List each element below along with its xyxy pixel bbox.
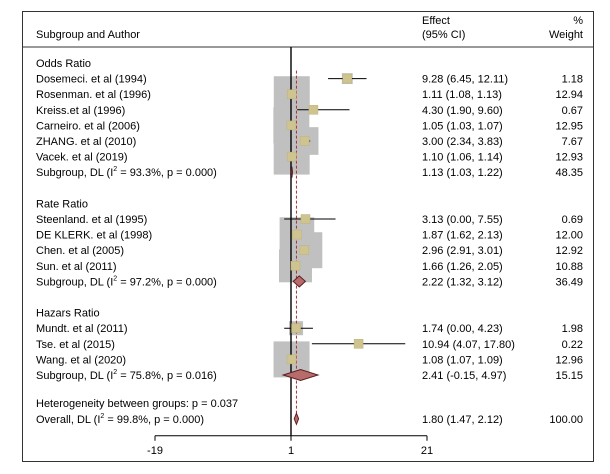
subgroup-diamond — [290, 166, 293, 178]
study-ci-text: 1.74 (0.00, 4.23) — [422, 323, 503, 335]
study-weight: 12.95 — [555, 120, 583, 132]
point-estimate — [286, 354, 297, 365]
study-ci-text: 1.66 (1.26, 2.05) — [422, 261, 503, 273]
study-label: Tse. et al (2015) — [36, 339, 115, 351]
study-weight: 1.18 — [562, 74, 583, 86]
point-estimate — [286, 120, 297, 131]
study-ci-text: 9.28 (6.45, 12.11) — [422, 74, 508, 86]
study-label: ZHANG. et al (2010) — [36, 136, 136, 148]
study-ci-text: 3.00 (2.34, 3.83) — [422, 136, 503, 148]
overall-ci-text: 1.80 (1.47, 2.12) — [422, 414, 503, 426]
study-ci-text: 10.94 (4.07, 17.80) — [422, 339, 515, 351]
point-estimate — [291, 323, 301, 333]
study-ci-text: 1.08 (1.07, 1.09) — [422, 354, 503, 366]
subgroup-diamond — [292, 275, 307, 288]
subgroup-label: Subgroup, DL (I2 = 97.2%, p = 0.000) — [36, 275, 217, 288]
study-weight: 12.96 — [555, 354, 583, 366]
study-weight: 12.94 — [555, 89, 583, 101]
group-title: Rate Ratio — [36, 198, 88, 210]
study-ci-text: 1.11 (1.08, 1.13) — [422, 89, 502, 101]
study-weight: 12.93 — [555, 152, 583, 164]
subgroup-ci-text: 2.22 (1.32, 3.12) — [422, 276, 503, 288]
study-ci-text: 2.96 (2.91, 3.01) — [422, 245, 503, 257]
study-label: Dosemeci. et al (1994) — [36, 74, 147, 86]
study-label: Chen. et al (2005) — [36, 245, 124, 257]
study-weight: 0.22 — [562, 339, 583, 351]
subgroup-ci-text: 2.41 (-0.15, 4.97) — [422, 370, 506, 382]
study-ci-text: 1.05 (1.03, 1.07) — [422, 120, 503, 132]
header-percent: % — [573, 15, 583, 27]
subgroup-ci-text: 1.13 (1.03, 1.22) — [422, 167, 503, 179]
column-headers: Subgroup and Author Effect (95% CI) % We… — [36, 15, 583, 41]
x-tick-label: -19 — [147, 445, 163, 457]
heterogeneity-text: Heterogeneity between groups: p = 0.037 — [36, 398, 238, 410]
plot-frame — [22, 11, 594, 462]
point-estimate — [299, 136, 310, 146]
point-estimate — [342, 73, 353, 84]
x-tick-label: 1 — [288, 445, 294, 457]
point-estimate — [290, 261, 301, 271]
study-label: Vacek. et al (2019) — [36, 152, 128, 164]
study-ci-text: 4.30 (1.90, 9.60) — [422, 105, 503, 117]
study-label: Steenland. et al (1995) — [36, 214, 147, 226]
overall-label: Overall, DL (I2 = 99.8%, p = 0.000) — [36, 413, 204, 426]
study-label: Sun. et al (2011) — [36, 261, 117, 273]
study-weight: 0.69 — [562, 214, 583, 226]
header-effect: Effect — [422, 15, 450, 27]
study-weight: 12.00 — [555, 230, 583, 242]
overall-diamond — [293, 411, 300, 426]
study-ci-text: 1.87 (1.62, 2.13) — [422, 230, 503, 242]
study-label: Rosenman. et al (1996) — [36, 89, 151, 101]
point-estimate — [292, 229, 302, 240]
group-title: Odds Ratio — [36, 58, 91, 70]
study-label: Wang. et al (2020) — [36, 354, 126, 366]
point-estimate — [286, 89, 297, 99]
subgroup-diamond — [281, 368, 320, 382]
subgroup-weight: 36.49 — [555, 276, 583, 288]
subgroup-label: Subgroup, DL (I2 = 93.3%, p = 0.000) — [36, 166, 217, 179]
header-subgroup: Subgroup and Author — [36, 29, 140, 41]
study-ci-text: 1.10 (1.06, 1.14) — [422, 152, 503, 164]
study-label: Carneiro. et al (2006) — [36, 120, 140, 132]
study-weight: 12.92 — [555, 245, 583, 257]
point-estimate — [353, 339, 364, 349]
point-estimate — [286, 151, 297, 162]
study-weight: 0.67 — [562, 105, 583, 117]
point-estimate — [308, 105, 319, 115]
study-weight: 10.88 — [555, 261, 583, 273]
study-label: Kreiss.et al (1996) — [36, 105, 125, 117]
overall-weight: 100.00 — [549, 414, 583, 426]
header-weight: Weight — [549, 29, 583, 41]
study-weight: 7.67 — [562, 136, 583, 148]
study-ci-text: 3.13 (0.00, 7.55) — [422, 214, 503, 226]
subgroup-weight: 15.15 — [555, 370, 583, 382]
study-label: DE KLERK. et al (1998) — [36, 230, 152, 242]
group-title: Hazars Ratio — [36, 308, 100, 320]
header-ci: (95% CI) — [422, 29, 465, 41]
x-tick-label: 21 — [421, 445, 433, 457]
study-label: Mundt. et al (2011) — [36, 323, 128, 335]
subgroup-weight: 48.35 — [555, 167, 583, 179]
point-estimate — [299, 245, 310, 255]
point-estimate — [300, 214, 311, 224]
study-weight: 1.98 — [562, 323, 583, 335]
subgroup-label: Subgroup, DL (I2 = 75.8%, p = 0.016) — [36, 369, 217, 382]
